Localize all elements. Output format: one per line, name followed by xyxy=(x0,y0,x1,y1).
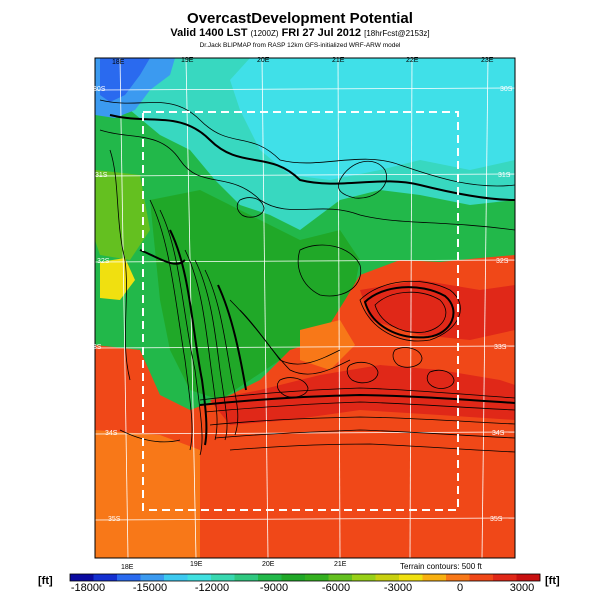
top-lon-label: 21E xyxy=(332,57,345,64)
colorbar-swatch xyxy=(446,574,470,581)
left-lat-label: 35S xyxy=(108,516,121,523)
colorbar-swatch xyxy=(187,574,212,581)
right-lat-label: 34S xyxy=(492,430,505,437)
left-lat-label: 30S xyxy=(93,86,106,93)
field-orange-sw xyxy=(95,430,200,558)
valid-date: FRI 27 Jul 2012 xyxy=(281,27,362,39)
right-lat-label: 32S xyxy=(496,258,509,265)
colorbar xyxy=(69,573,541,582)
colorbar-tick-label: 0 xyxy=(457,582,463,594)
colorbar-tick-label: -18000 xyxy=(71,582,105,594)
colorbar-swatch xyxy=(328,574,353,581)
right-lat-label: 33S xyxy=(494,344,507,351)
terrain-contours-bold xyxy=(109,114,515,446)
right-lat-label: 30S xyxy=(500,86,513,93)
bottom-lon-label: 18E xyxy=(121,564,134,571)
colorbar-tick-label: -12000 xyxy=(195,582,229,594)
colorbar-swatch xyxy=(164,574,188,581)
colorbar-swatch xyxy=(117,574,141,581)
top-lon-label: 20E xyxy=(257,57,270,64)
right-lat-label: 31S xyxy=(498,172,511,179)
bottom-lon-label: 19E xyxy=(190,561,203,568)
colorbar-swatch xyxy=(234,574,259,581)
field-darkblue-corner xyxy=(100,58,150,102)
colorbar-swatch xyxy=(399,574,423,581)
bottom-lon-labels: 18E 19E 20E 21E xyxy=(121,561,347,571)
valid-time-line: Valid 1400 LST (1200Z) FRI 27 Jul 2012 [… xyxy=(0,27,600,39)
colorbar-tick-label: -6000 xyxy=(322,582,350,594)
colorbar-swatch xyxy=(493,574,517,581)
top-lon-label: 19E xyxy=(181,57,194,64)
colorbar-swatch xyxy=(140,574,165,581)
top-lon-label: 23E xyxy=(481,57,494,64)
left-lat-labels: 30S 31S 32S 33S 34S 35S xyxy=(89,86,121,523)
colorbar-swatch xyxy=(469,574,494,581)
left-lat-label: 31S xyxy=(95,172,108,179)
forecast-info: [18hrFcst@2153z] xyxy=(364,29,430,38)
colorbar-swatch xyxy=(305,574,329,581)
colorbar-swatch xyxy=(93,574,118,581)
right-lat-label: 35S xyxy=(490,516,503,523)
valid-prefix: Valid 1400 LST xyxy=(170,27,248,39)
left-lat-label: 33S xyxy=(89,344,102,351)
colorbar-swatch xyxy=(258,574,282,581)
credit-line: Dr.Jack BLIPMAP from RASP 12km GFS-initi… xyxy=(199,42,401,49)
colorbar-tick-labels: -18000 -15000 -12000 -9000 -6000 -3000 0… xyxy=(71,582,534,594)
graticule xyxy=(95,58,515,558)
colorbar-swatch xyxy=(422,574,447,581)
colorbar-swatch xyxy=(375,574,400,581)
inner-domain-box xyxy=(142,111,459,511)
colorbar-frame xyxy=(69,573,541,582)
valid-utc: (1200Z) xyxy=(250,29,279,38)
map-title: OvercastDevelopment Potential xyxy=(187,10,413,27)
colorbar-unit-right: [ft] xyxy=(545,575,560,587)
left-lat-label: 32S xyxy=(97,258,110,265)
colorbar-unit-left: [ft] xyxy=(38,575,53,587)
colorbar-swatch xyxy=(352,574,376,581)
field-orange-patch xyxy=(300,320,355,370)
colorbar-swatch xyxy=(211,574,235,581)
top-lon-label: 18E xyxy=(112,59,125,66)
bottom-lon-label: 20E xyxy=(262,561,275,568)
field-red-east xyxy=(360,280,515,340)
colorbar-tick-label: -15000 xyxy=(133,582,167,594)
colorbar-tick-label: 3000 xyxy=(510,582,534,594)
colorbar-swatch xyxy=(70,574,94,581)
bottom-lon-label: 21E xyxy=(334,561,347,568)
map-frame xyxy=(94,57,516,559)
colorbar-swatch xyxy=(281,574,306,581)
colorbar-tick-label: -9000 xyxy=(260,582,288,594)
right-lat-labels: 30S 31S 32S 33S 34S 35S xyxy=(490,86,513,523)
terrain-contours xyxy=(99,99,515,456)
top-lon-labels: 18E 19E 20E 21E 22E 23E xyxy=(112,57,494,66)
colorbar-tick-label: -3000 xyxy=(384,582,412,594)
terrain-contour-note: Terrain contours: 500 ft xyxy=(400,562,483,571)
left-lat-label: 34S xyxy=(105,430,118,437)
colorbar-swatch xyxy=(516,574,541,581)
top-lon-label: 22E xyxy=(406,57,419,64)
